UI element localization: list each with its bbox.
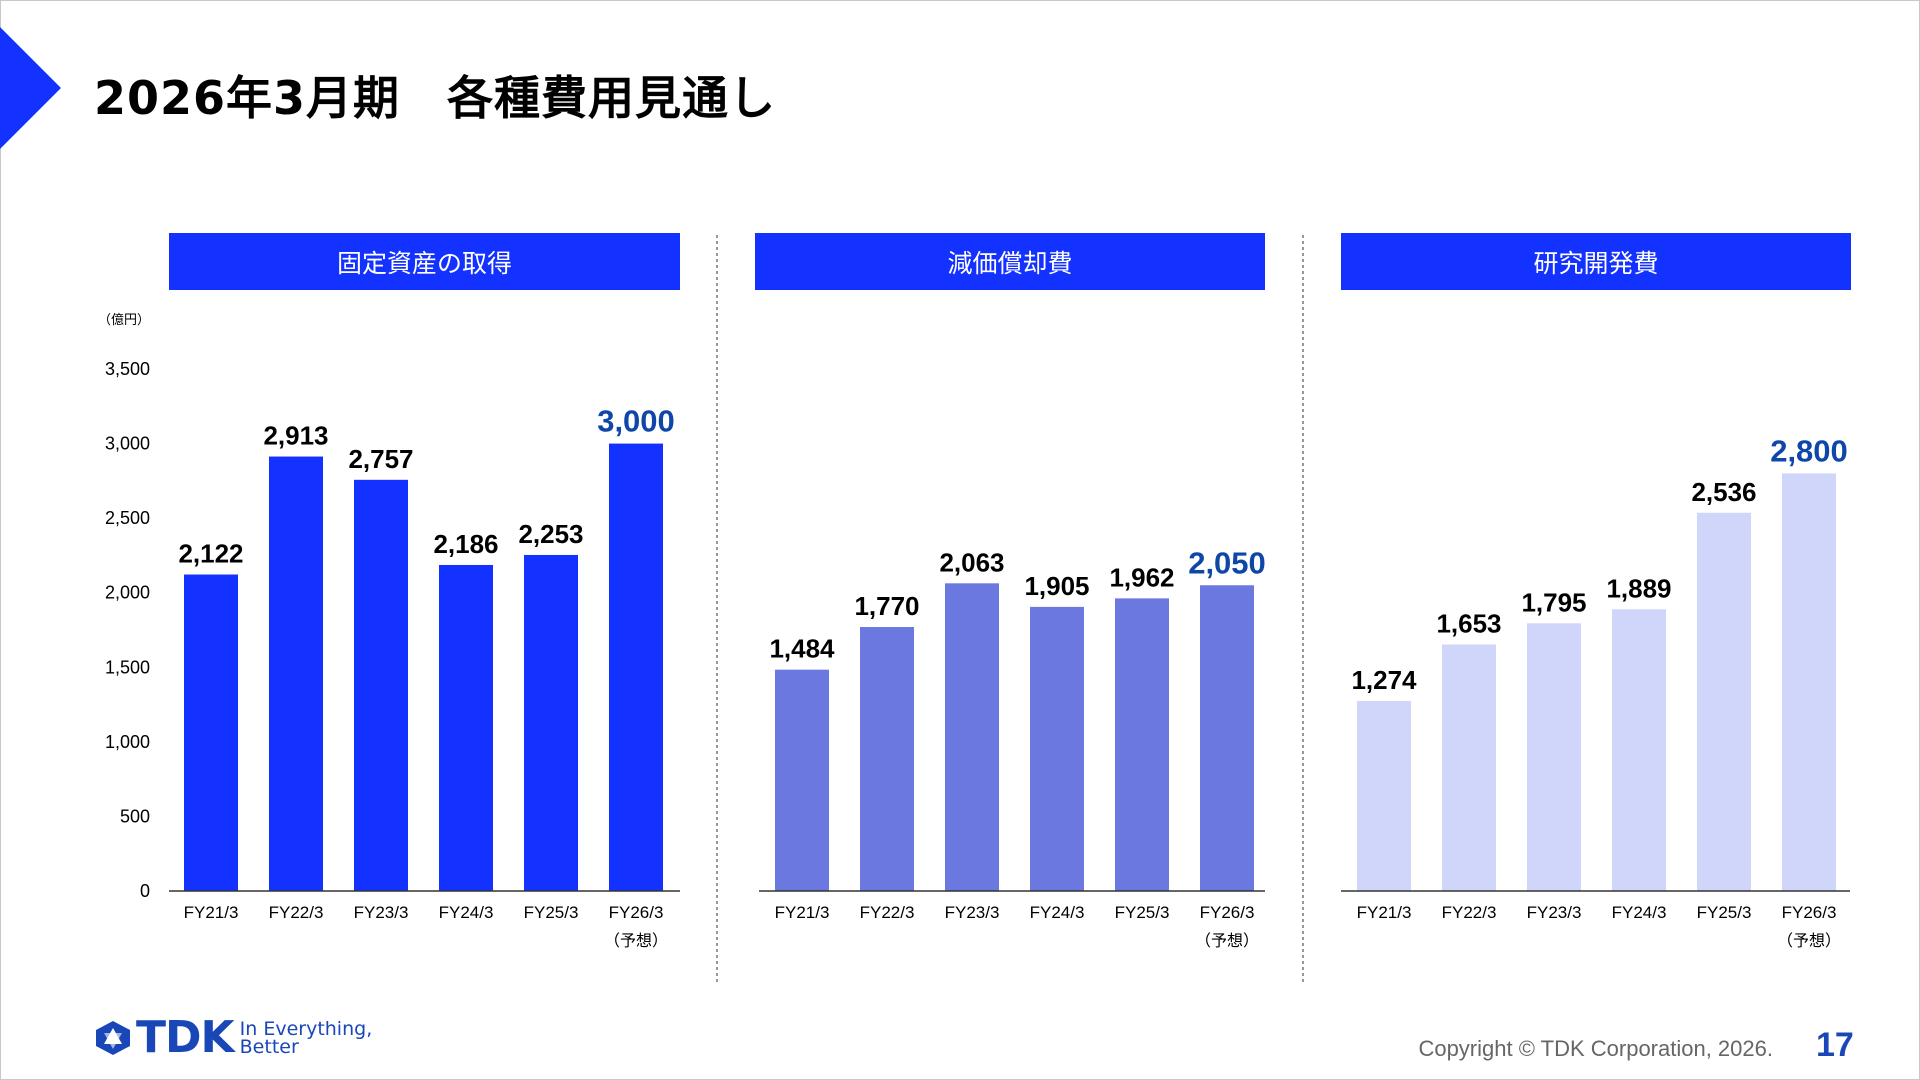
panel-header-depreciation: 減価償却費 [755,233,1265,290]
x-tick-label: FY25/3 [1697,903,1752,922]
x-tick-label: FY22/3 [1442,903,1497,922]
y-tick-label: 1,500 [105,657,150,677]
data-label: 1,905 [1024,571,1089,601]
x-tick-label: FY22/3 [860,903,915,922]
panel-header-rnd: 研究開発費 [1341,233,1851,290]
bar [439,564,493,891]
tagline-line2: Better [239,1035,299,1058]
bar [945,583,999,891]
y-tick-label: 3,500 [105,359,150,379]
y-tick-label: 500 [120,806,150,826]
bar [524,554,578,891]
bar [354,479,408,891]
data-label: 2,063 [939,547,1004,577]
x-tick-label: FY25/3 [1115,903,1170,922]
data-label: 1,770 [854,591,919,621]
x-tick-label: FY25/3 [524,903,579,922]
bar [1697,512,1751,891]
bar [1612,609,1666,891]
x-tick-label: FY26/3 [1200,903,1255,922]
y-unit-label: （億円） [98,312,150,328]
x-tick-label: FY24/3 [1030,903,1085,922]
data-label: 1,889 [1606,573,1671,603]
x-tick-label: FY23/3 [1527,903,1582,922]
y-tick-label: 2,000 [105,583,150,603]
x-tick-note: （予想） [1777,931,1841,950]
data-label: 1,484 [769,634,835,664]
logo-tagline: In Everything, Better [239,1017,373,1058]
x-tick-label: FY21/3 [184,903,239,922]
bar [775,669,829,891]
y-tick-label: 2,500 [105,508,150,528]
x-tick-label: FY26/3 [1782,903,1837,922]
x-tick-label: FY21/3 [1357,903,1412,922]
bar [1200,585,1254,891]
tdk-emblem-icon [96,1020,130,1055]
bar [1527,623,1581,891]
x-tick-label: FY23/3 [945,903,1000,922]
page-title: 2026年3月期 各種費用見通し [94,71,777,125]
bar [1030,606,1084,891]
data-label: 1,795 [1521,587,1586,617]
x-tick-note: （予想） [1195,931,1259,950]
data-label: 1,653 [1436,608,1501,638]
bar [1782,473,1836,891]
x-tick-label: FY23/3 [354,903,409,922]
data-label: 1,274 [1351,665,1417,695]
data-label: 2,536 [1691,477,1756,507]
data-label: 1,962 [1109,562,1174,592]
bar [860,627,914,891]
bar [1115,598,1169,891]
data-label: 2,913 [263,421,328,451]
data-label: 2,122 [178,539,243,569]
title-arrow-icon [0,27,61,149]
y-tick-label: 1,000 [105,732,150,752]
data-label: 2,253 [518,519,583,549]
x-tick-label: FY24/3 [439,903,494,922]
x-tick-label: FY22/3 [269,903,324,922]
x-tick-note: （予想） [604,931,668,950]
bar [184,574,238,891]
data-label: 2,050 [1188,545,1266,580]
logo-text: TDK [136,1012,235,1063]
bar [609,443,663,891]
bar [1442,644,1496,891]
data-label: 3,000 [597,404,675,439]
x-tick-label: FY21/3 [775,903,830,922]
bar [1357,700,1411,891]
page-number: 17 [1816,1026,1854,1064]
y-tick-label: 3,000 [105,434,150,454]
y-tick-label: 0 [140,881,150,901]
data-label: 2,757 [348,444,413,474]
x-tick-label: FY26/3 [609,903,664,922]
panel-header-capex: 固定資産の取得 [169,233,680,290]
tagline-line1: In Everything, [239,1017,373,1040]
data-label: 2,186 [433,529,498,559]
data-label: 2,800 [1770,433,1848,468]
tdk-logo: TDK In Everything, Better [94,1012,372,1063]
x-tick-label: FY24/3 [1612,903,1667,922]
copyright: Copyright © TDK Corporation, 2026. [1418,1036,1773,1061]
bar [269,456,323,891]
